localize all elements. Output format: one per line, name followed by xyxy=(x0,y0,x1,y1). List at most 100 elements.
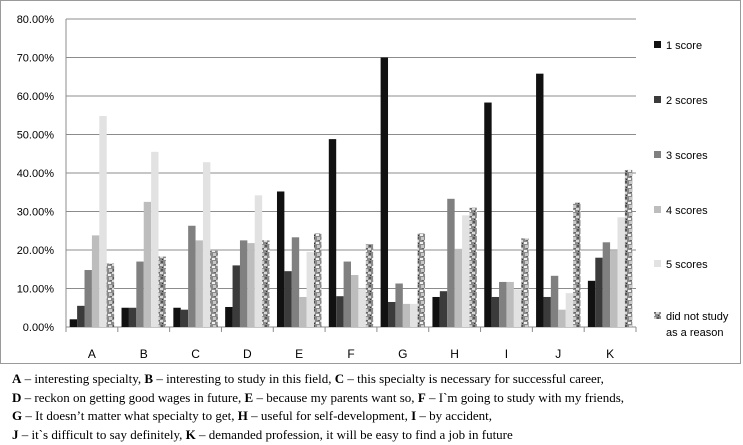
chart-caption: A – interesting specialty, B – interesti… xyxy=(12,370,737,444)
y-tick-label: 20.00% xyxy=(17,245,55,257)
caption-text: – because my parents want so, xyxy=(253,389,418,405)
caption-key: D xyxy=(12,389,22,405)
bar xyxy=(151,151,159,327)
y-tick-label: 50.00% xyxy=(17,130,55,142)
y-tick-label: 60.00% xyxy=(17,91,55,103)
bar xyxy=(69,319,78,327)
legend-swatch xyxy=(654,96,661,103)
caption-key: I xyxy=(411,408,417,423)
caption-text: – interesting to study in this field, xyxy=(153,371,335,386)
bar xyxy=(158,256,166,327)
legend-label: as a reason xyxy=(666,327,723,339)
bar xyxy=(351,275,359,327)
bar xyxy=(410,303,418,327)
bar xyxy=(462,215,470,327)
bar xyxy=(432,296,440,327)
caption-text: – useful for self-development, xyxy=(247,408,412,423)
bar xyxy=(262,240,270,328)
legend: 1 score 2 scores 3 scores 4 scores 5 scores d… xyxy=(654,40,729,339)
caption-key: F xyxy=(417,389,426,405)
caption-text: – by accident, xyxy=(416,408,492,423)
legend-swatch xyxy=(654,151,661,158)
x-tick-label: F xyxy=(347,347,354,361)
caption-line-1: A – interesting specialty, B – interesti… xyxy=(12,370,737,389)
y-tick-label: 10.00% xyxy=(17,284,55,296)
caption-key: C xyxy=(334,371,345,386)
bar xyxy=(143,201,152,328)
bar xyxy=(565,293,574,327)
caption-key: A xyxy=(12,371,22,386)
y-tick-label: 30.00% xyxy=(17,207,55,219)
bar xyxy=(447,198,455,327)
bar xyxy=(358,288,366,327)
bar xyxy=(550,275,559,327)
bar xyxy=(491,296,500,327)
bar xyxy=(188,225,196,327)
x-tick-label: B xyxy=(140,347,148,361)
x-tick-label: C xyxy=(191,347,200,361)
bar xyxy=(291,237,300,327)
bar xyxy=(602,242,611,327)
caption-key: E xyxy=(244,389,254,405)
bar xyxy=(91,235,100,327)
x-tick-label: J xyxy=(555,347,561,361)
caption-line-2: D – reckon on getting good wages in futu… xyxy=(12,389,737,408)
bar xyxy=(202,162,211,327)
caption-key: J xyxy=(12,426,19,442)
bar xyxy=(499,281,507,327)
caption-text: – reckon on getting good wages in future… xyxy=(21,389,245,405)
bar xyxy=(484,102,492,327)
bar xyxy=(180,309,189,327)
legend-label: 4 scores xyxy=(666,205,708,217)
bar xyxy=(84,270,92,327)
bar xyxy=(513,289,522,327)
bar xyxy=(454,248,463,327)
bar xyxy=(388,301,396,327)
legend-label: 2 scores xyxy=(666,95,708,107)
bar xyxy=(299,296,307,327)
bar xyxy=(77,305,85,327)
bar xyxy=(106,263,115,327)
bar xyxy=(343,261,351,327)
y-tick-label: 40.00% xyxy=(17,168,55,180)
legend-label: 3 scores xyxy=(666,150,708,162)
x-tick-label: E xyxy=(295,347,303,361)
legend-label: did not study xyxy=(666,311,729,323)
legend-swatch xyxy=(654,41,661,48)
bar xyxy=(225,306,233,327)
legend-swatch xyxy=(654,206,661,213)
bar xyxy=(336,296,344,327)
caption-line-4: J – it`s difficult to say definitely, K … xyxy=(12,426,737,445)
legend-swatch xyxy=(654,260,661,267)
x-tick-label: D xyxy=(243,347,252,361)
caption-key: G xyxy=(12,408,23,423)
bar xyxy=(195,240,203,328)
x-tick-label: G xyxy=(398,347,407,361)
x-tick-label: A xyxy=(88,347,96,361)
bar xyxy=(276,191,285,327)
legend-label: 5 scores xyxy=(666,259,708,271)
bar xyxy=(595,257,603,327)
bar xyxy=(395,283,403,327)
bar xyxy=(573,202,581,327)
bar xyxy=(232,265,240,327)
bar xyxy=(610,250,618,327)
bar xyxy=(402,303,411,327)
bar xyxy=(313,233,322,327)
bar xyxy=(284,271,292,327)
bar xyxy=(624,169,633,327)
bar xyxy=(439,291,448,327)
y-tick-label: 70.00% xyxy=(17,53,55,65)
bar xyxy=(543,296,551,327)
bar xyxy=(469,207,477,327)
bar xyxy=(506,281,514,327)
bar xyxy=(617,217,625,327)
bar xyxy=(254,195,263,327)
bar xyxy=(417,233,426,327)
bar xyxy=(536,73,544,327)
bar-chart: 0.00% 10.00% 20.00% 30.00% 40.00% 50.00% 60.00… xyxy=(17,14,729,361)
caption-text: – I`m going to study with my friends, xyxy=(425,389,625,405)
x-tick-label: I xyxy=(505,347,508,361)
x-tick-label: K xyxy=(606,347,614,361)
bar xyxy=(128,307,137,327)
